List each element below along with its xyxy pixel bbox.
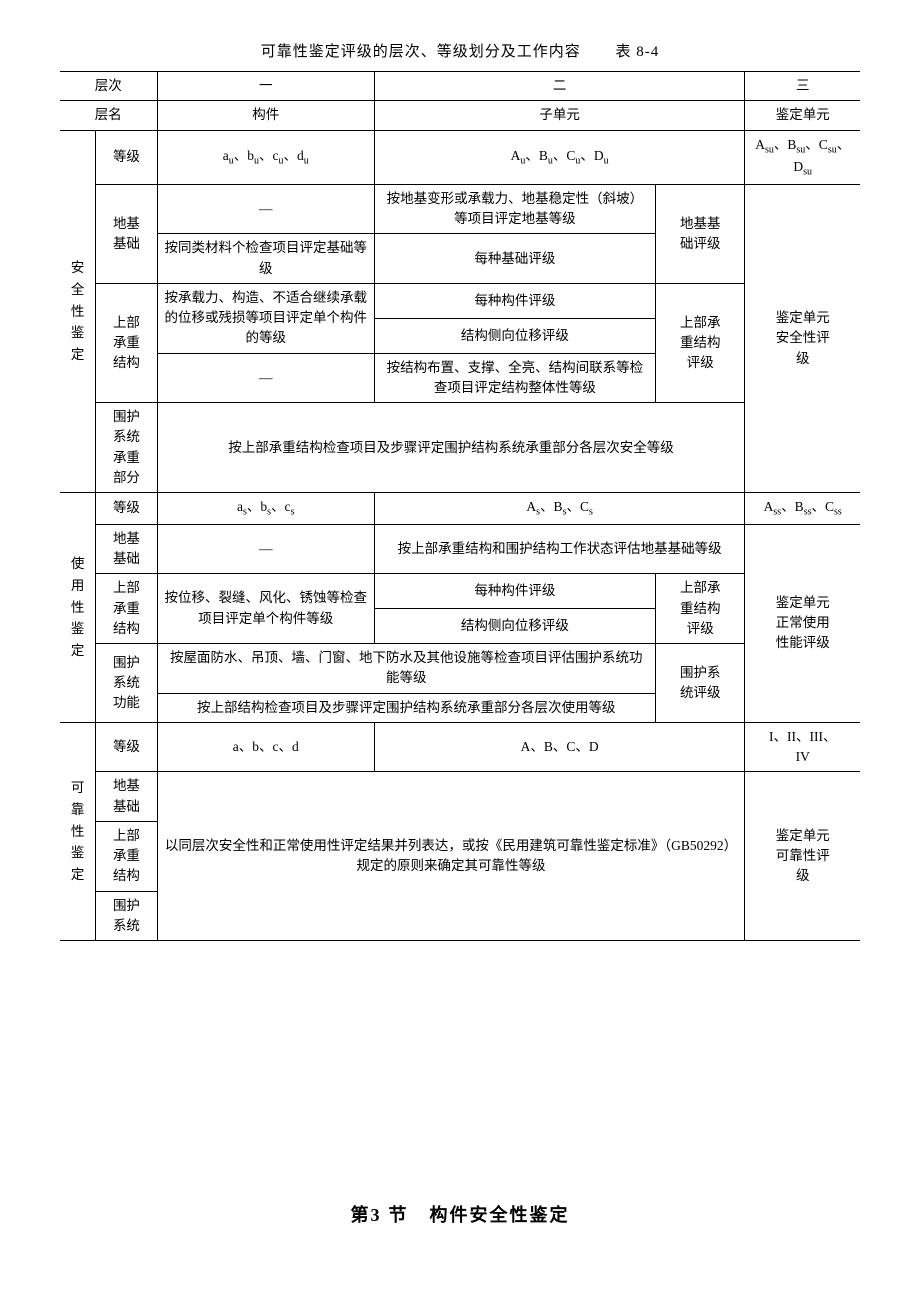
- safety-foundation-right: 地基基础评级: [656, 184, 745, 283]
- safety-upper-right: 上部承重结构评级: [656, 283, 745, 402]
- usability-foundation-label: 地基基础: [96, 524, 157, 574]
- reliability-grade-label: 等级: [96, 722, 157, 772]
- safety-foundation-label: 地基基础: [96, 184, 157, 283]
- usability-unit-right: 鉴定单元正常使用性能评级: [745, 524, 860, 722]
- reliability-sub-grades: A、B、C、D: [374, 722, 745, 772]
- section-prefix: 第: [350, 1205, 370, 1225]
- reliability-label: 可靠性鉴定: [60, 722, 96, 940]
- section-text: 构件安全性鉴定: [430, 1205, 570, 1225]
- usability-enclosure-r2: 按上部结构检查项目及步骤评定围护结构系统承重部分各层次使用等级: [157, 693, 655, 722]
- usability-foundation-dash: —: [157, 524, 374, 574]
- reliability-unit-grades: I、II、III、IV: [745, 722, 860, 772]
- main-table: 层次 一 二 三 层名 构件 子单元 鉴定单元 安全性鉴定 等级 au、bu、c…: [60, 71, 860, 941]
- safety-comp-grades: au、bu、cu、du: [157, 130, 374, 184]
- safety-foundation-dash: —: [157, 184, 374, 234]
- safety-upper-r1: 每种构件评级: [374, 283, 655, 318]
- safety-foundation-r2-left: 按同类材料个检查项目评定基础等级: [157, 234, 374, 284]
- section-heading: 第3 节 构件安全性鉴定: [60, 1201, 860, 1227]
- title-text: 可靠性鉴定评级的层次、等级划分及工作内容: [261, 44, 581, 60]
- table-title: 可靠性鉴定评级的层次、等级划分及工作内容 表 8-4: [60, 40, 860, 61]
- header-component: 构件: [157, 101, 374, 130]
- reliability-comp-grades: a、b、c、d: [157, 722, 374, 772]
- header-two: 二: [374, 72, 745, 101]
- header-level: 层次: [60, 72, 157, 101]
- safety-upper-r3-left: —: [157, 353, 374, 403]
- safety-foundation-r1: 按地基变形或承载力、地基稳定性（斜坡）等项目评定地基等级: [374, 184, 655, 234]
- header-three: 三: [745, 72, 860, 101]
- safety-grade-label: 等级: [96, 130, 157, 184]
- safety-sub-grades: Au、Bu、Cu、Du: [374, 130, 745, 184]
- usability-foundation-text: 按上部承重结构和围护结构工作状态评估地基基础等级: [374, 524, 745, 574]
- usability-unit-grades: Ass、Bss、Css: [745, 493, 860, 525]
- usability-upper-r2: 结构侧向位移评级: [374, 609, 655, 644]
- safety-upper-label: 上部承重结构: [96, 283, 157, 402]
- reliability-body-text: 以同层次安全性和正常使用性评定结果并列表达，或按《民用建筑可靠性鉴定标准》（GB…: [157, 772, 745, 941]
- safety-enclosure-text: 按上部承重结构检查项目及步骤评定围护结构系统承重部分各层次安全等级: [157, 403, 745, 493]
- usability-upper-label: 上部承重结构: [96, 574, 157, 644]
- header-subunit: 子单元: [374, 101, 745, 130]
- usability-upper-right: 上部承重结构评级: [656, 574, 745, 644]
- usability-sub-grades: As、Bs、Cs: [374, 493, 745, 525]
- safety-enclosure-label: 围护系统承重部分: [96, 403, 157, 493]
- reliability-enclosure-label: 围护系统: [96, 891, 157, 941]
- safety-unit-grades: Asu、Bsu、Csu、Dsu: [745, 130, 860, 184]
- section-suffix: 节: [389, 1205, 409, 1225]
- usability-enclosure-r1: 按屋面防水、吊顶、墙、门窗、地下防水及其他设施等检查项目评估围护系统功能等级: [157, 644, 655, 694]
- safety-label: 安全性鉴定: [60, 130, 96, 493]
- usability-grade-label: 等级: [96, 493, 157, 525]
- usability-label: 使用性鉴定: [60, 493, 96, 723]
- safety-upper-r3: 按结构布置、支撑、全亮、结构间联系等检查项目评定结构整体性等级: [374, 353, 655, 403]
- header-name: 层名: [60, 101, 157, 130]
- safety-upper-left: 按承载力、构造、不适合继续承载的位移或残损等项目评定单个构件的等级: [157, 283, 374, 353]
- header-one: 一: [157, 72, 374, 101]
- usability-upper-r1: 每种构件评级: [374, 574, 655, 609]
- reliability-unit-right: 鉴定单元可靠性评级: [745, 772, 860, 941]
- usability-upper-left: 按位移、裂缝、风化、锈蚀等检查项目评定单个构件等级: [157, 574, 374, 644]
- section-num: 3: [370, 1205, 381, 1225]
- usability-comp-grades: as、bs、cs: [157, 493, 374, 525]
- usability-enclosure-right: 围护系统评级: [656, 644, 745, 723]
- table-number: 表 8-4: [616, 44, 660, 60]
- safety-foundation-r2: 每种基础评级: [374, 234, 655, 284]
- header-unit: 鉴定单元: [745, 101, 860, 130]
- safety-upper-r2: 结构侧向位移评级: [374, 318, 655, 353]
- usability-enclosure-label: 围护系统功能: [96, 644, 157, 723]
- reliability-foundation-label: 地基基础: [96, 772, 157, 822]
- reliability-upper-label: 上部承重结构: [96, 821, 157, 891]
- safety-unit-right: 鉴定单元安全性评级: [745, 184, 860, 492]
